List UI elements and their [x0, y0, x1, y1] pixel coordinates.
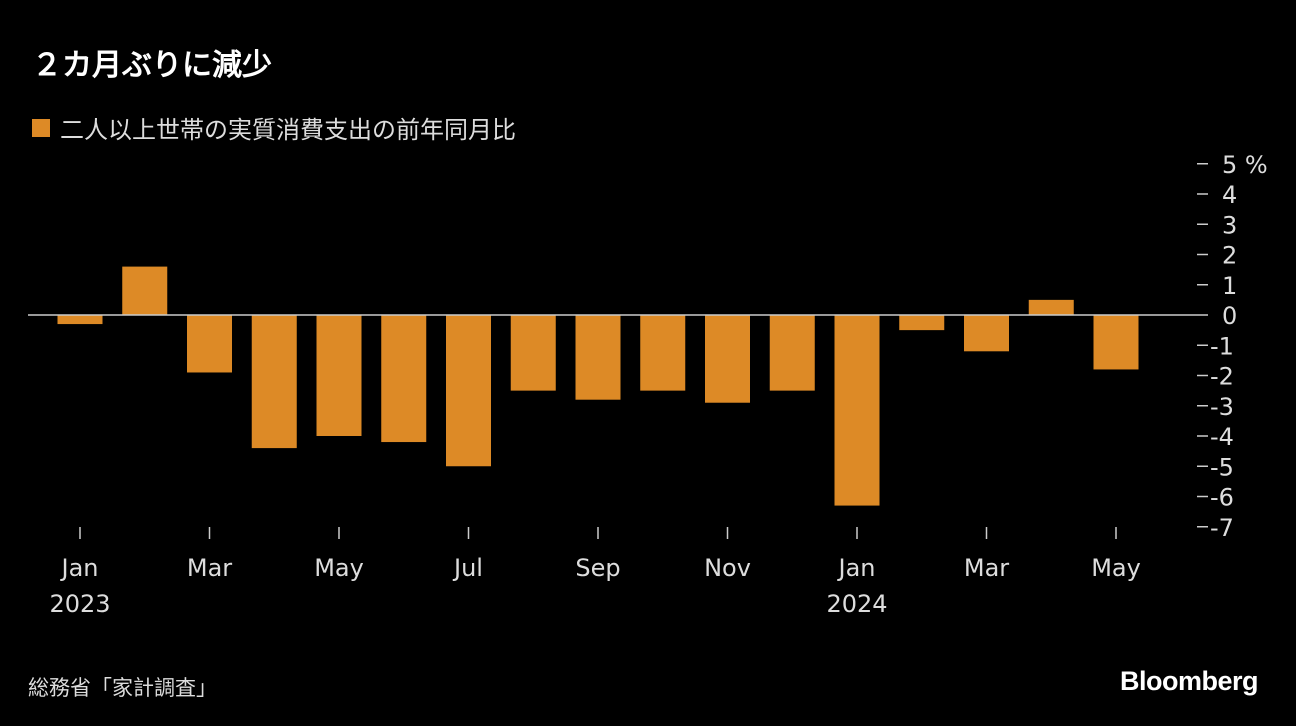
bar-2024-04: [1028, 299, 1074, 315]
y-tick-label: -1: [1210, 332, 1234, 360]
bar-2024-05: [1093, 315, 1139, 370]
bar-2023-04: [251, 315, 297, 449]
y-tick-label: -3: [1210, 393, 1234, 421]
bar-2023-09: [575, 315, 621, 400]
x-tick-label: Jul: [452, 554, 483, 582]
bar-2023-01: [57, 315, 103, 325]
y-tick-label: -5: [1210, 453, 1234, 481]
y-tick-label: 5 %: [1222, 151, 1268, 179]
x-tick-label: May: [1091, 554, 1141, 582]
y-tick-label: 0: [1222, 302, 1237, 330]
bar-2023-03: [187, 315, 232, 373]
bar-2024-02: [899, 315, 945, 331]
bar-2023-07: [446, 315, 491, 467]
y-tick-label: 3: [1222, 211, 1237, 239]
x-tick-label: Mar: [187, 554, 232, 582]
x-tick-year: 2023: [49, 590, 110, 618]
y-tick-label: 1: [1222, 272, 1237, 300]
legend-swatch: [32, 118, 50, 137]
x-tick-label: Mar: [964, 554, 1009, 582]
x-tick-label: Nov: [704, 554, 751, 582]
y-tick-label: -4: [1210, 423, 1234, 451]
y-tick-label: 4: [1222, 181, 1237, 209]
bar-2024-01: [834, 315, 880, 506]
bar-2023-02: [122, 266, 168, 315]
bar-2024-03: [964, 315, 1009, 352]
chart-title: ２カ月ぶりに減少: [32, 48, 272, 83]
x-tick-label: Jan: [60, 554, 99, 582]
bloomberg-logo: Bloomberg: [1119, 666, 1259, 696]
bar-2023-11: [705, 315, 750, 403]
source-note: 総務省「家計調査」: [28, 676, 217, 700]
y-tick-label: -6: [1210, 484, 1234, 512]
bar-2023-10: [640, 315, 686, 391]
bar-2023-05: [316, 315, 362, 436]
y-tick-label: 2: [1222, 242, 1237, 270]
legend: 二人以上世帯の実質消費支出の前年同月比: [32, 110, 516, 145]
x-tick-label: Sep: [575, 554, 620, 582]
bar-2023-08: [510, 315, 556, 391]
y-tick-label: -2: [1210, 363, 1234, 391]
bar-2023-06: [381, 315, 427, 443]
legend-label: 二人以上世帯の実質消費支出の前年同月比: [60, 116, 516, 144]
y-tick-label: -7: [1210, 514, 1234, 542]
x-tick-year: 2024: [826, 590, 887, 618]
bar-2023-12: [769, 315, 815, 391]
x-tick-label: Jan: [837, 554, 876, 582]
x-tick-label: May: [314, 554, 364, 582]
